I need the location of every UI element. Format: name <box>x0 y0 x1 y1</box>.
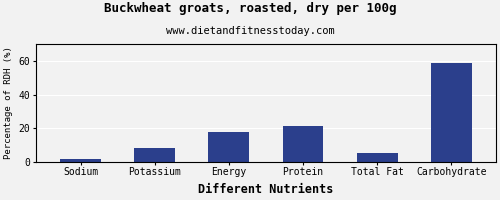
Bar <box>60 159 101 162</box>
Bar <box>208 132 249 162</box>
X-axis label: Different Nutrients: Different Nutrients <box>198 183 334 196</box>
Bar <box>357 153 398 162</box>
Bar <box>282 126 324 162</box>
Bar <box>431 63 472 162</box>
Text: www.dietandfitnesstoday.com: www.dietandfitnesstoday.com <box>166 26 334 36</box>
Text: Buckwheat groats, roasted, dry per 100g: Buckwheat groats, roasted, dry per 100g <box>104 2 396 15</box>
Bar <box>134 148 175 162</box>
Y-axis label: Percentage of RDH (%): Percentage of RDH (%) <box>4 47 13 159</box>
